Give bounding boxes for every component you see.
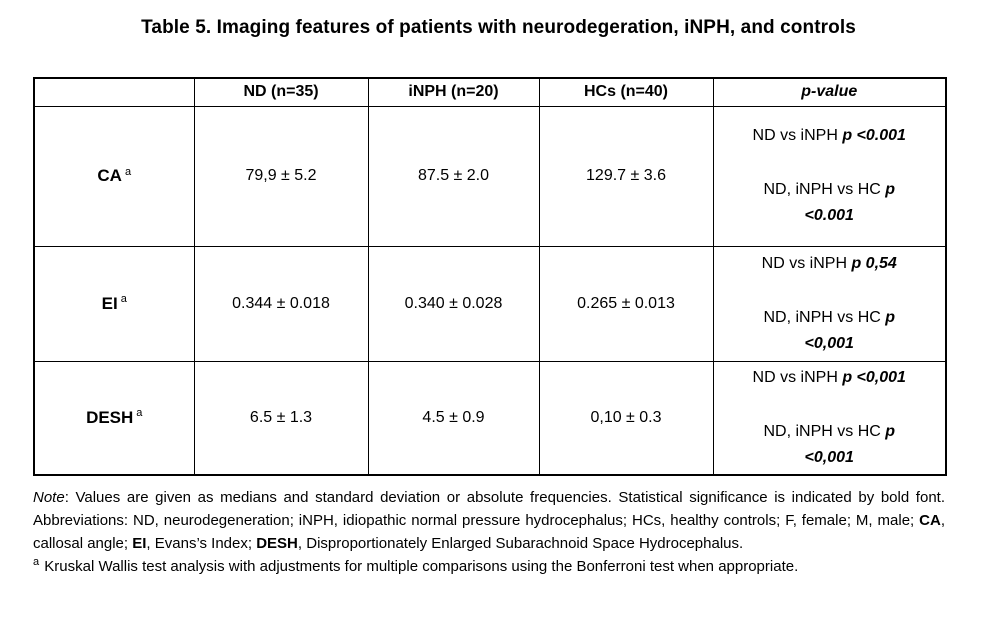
p-comparison-1-value: p 0,54 bbox=[851, 254, 897, 272]
p-comparison-2-value: <0,001 bbox=[804, 448, 854, 466]
inph-value-cell: 87.5 ± 2.0 bbox=[367, 105, 540, 247]
table-row-desh: DESH a 6.5 ± 1.3 4.5 ± 0.9 0,10 ± 0.3 ND … bbox=[33, 360, 947, 476]
inph-value-cell: 0.340 ± 0.028 bbox=[367, 245, 540, 362]
table-row-ca: CA a 79,9 ± 5.2 87.5 ± 2.0 129.7 ± 3.6 ND… bbox=[33, 105, 947, 247]
header-cell-nd: ND (n=35) bbox=[193, 77, 369, 107]
p-comparison-1: ND vs iNPH p <0.001 bbox=[714, 123, 945, 149]
p-comparison-1-text: ND vs iNPH bbox=[752, 127, 843, 144]
nd-value-cell: 6.5 ± 1.3 bbox=[193, 360, 369, 476]
nd-value-cell: 79,9 ± 5.2 bbox=[193, 105, 369, 247]
p-comparison-1-value: p <0.001 bbox=[842, 127, 906, 144]
row-label: CA bbox=[97, 166, 122, 185]
p-comparison-2-value: <0.001 bbox=[804, 207, 854, 224]
row-label-superscript: a bbox=[120, 293, 127, 306]
note-body-2: , callosal angle; bbox=[33, 512, 945, 552]
p-comparison-2: ND, iNPH vs HC p <0.001 bbox=[714, 177, 945, 229]
p-comparison-1: ND vs iNPH p 0,54 bbox=[714, 251, 945, 277]
table-row-ei: EI a 0.344 ± 0.018 0.340 ± 0.028 0.265 ± … bbox=[33, 245, 947, 362]
pvalue-cell: ND vs iNPH p 0,54 ND, iNPH vs HC p <0,001 bbox=[712, 245, 947, 362]
p-comparison-2: ND, iNPH vs HC p <0,001 bbox=[714, 419, 945, 471]
header-cell-inph: iNPH (n=20) bbox=[367, 77, 540, 107]
note-paragraph: Note: Values are given as medians and st… bbox=[33, 486, 945, 555]
inph-value-cell: 4.5 ± 0.9 bbox=[367, 360, 540, 476]
p-comparison-2-symbol: p bbox=[885, 422, 896, 440]
row-label-superscript: a bbox=[136, 407, 143, 420]
note-label: Note bbox=[33, 489, 65, 506]
spacer bbox=[714, 391, 945, 419]
abbr-desh: DESH bbox=[256, 535, 298, 552]
row-label-cell-ei: EI a bbox=[33, 245, 195, 362]
nd-value-cell: 0.344 ± 0.018 bbox=[193, 245, 369, 362]
p-comparison-2-text: ND, iNPH vs HC bbox=[763, 181, 886, 198]
row-label: DESH bbox=[86, 407, 134, 427]
abbr-ei: EI bbox=[132, 535, 147, 552]
p-comparison-1-text: ND vs iNPH bbox=[752, 368, 843, 386]
p-comparison-2: ND, iNPH vs HC p <0,001 bbox=[714, 305, 945, 357]
note-body-3: , Evans’s Index; bbox=[146, 535, 257, 552]
header-cell-pvalue: p-value bbox=[712, 77, 947, 107]
footnote-text: Kruskal Wallis test analysis with adjust… bbox=[40, 558, 799, 575]
p-comparison-1: ND vs iNPH p <0,001 bbox=[714, 365, 945, 391]
p-comparison-1-value: p <0,001 bbox=[842, 368, 906, 386]
p-comparison-2-text: ND, iNPH vs HC bbox=[763, 308, 886, 326]
row-label-cell-desh: DESH a bbox=[33, 360, 195, 476]
p-comparison-2-text: ND, iNPH vs HC bbox=[763, 422, 886, 440]
hcs-value-cell: 129.7 ± 3.6 bbox=[538, 105, 714, 247]
table-title: Table 5. Imaging features of patients wi… bbox=[141, 17, 856, 38]
row-label-cell-ca: CA a bbox=[33, 105, 195, 247]
spacer bbox=[714, 149, 945, 177]
footnote-superscript: a bbox=[33, 556, 40, 568]
row-label-superscript: a bbox=[124, 165, 132, 178]
p-comparison-2-symbol: p bbox=[885, 308, 896, 326]
pvalue-cell: ND vs iNPH p <0,001 ND, iNPH vs HC p <0,0… bbox=[712, 360, 947, 476]
note-body-4: , Disproportionately Enlarged Subarachno… bbox=[297, 535, 744, 552]
note-body-1: : Values are given as medians and standa… bbox=[33, 489, 945, 529]
hcs-value-cell: 0,10 ± 0.3 bbox=[538, 360, 714, 476]
p-comparison-1-text: ND vs iNPH bbox=[761, 254, 852, 272]
kruskal-footnote: a Kruskal Wallis test analysis with adju… bbox=[33, 555, 945, 578]
spacer bbox=[714, 277, 945, 305]
row-label: EI bbox=[101, 293, 118, 313]
hcs-value-cell: 0.265 ± 0.013 bbox=[538, 245, 714, 362]
p-comparison-2-value: <0,001 bbox=[804, 334, 854, 352]
abbr-ca: CA bbox=[919, 512, 941, 529]
p-comparison-2-symbol: p bbox=[885, 181, 896, 198]
table-notes: Note: Values are given as medians and st… bbox=[33, 486, 945, 578]
imaging-features-table: ND (n=35) iNPH (n=20) HCs (n=40) p-value… bbox=[33, 77, 947, 476]
header-cell-blank bbox=[33, 77, 195, 107]
table-header-row: ND (n=35) iNPH (n=20) HCs (n=40) p-value bbox=[33, 77, 947, 107]
header-cell-hcs: HCs (n=40) bbox=[538, 77, 714, 107]
pvalue-cell: ND vs iNPH p <0.001 ND, iNPH vs HC p <0.0… bbox=[712, 105, 947, 247]
